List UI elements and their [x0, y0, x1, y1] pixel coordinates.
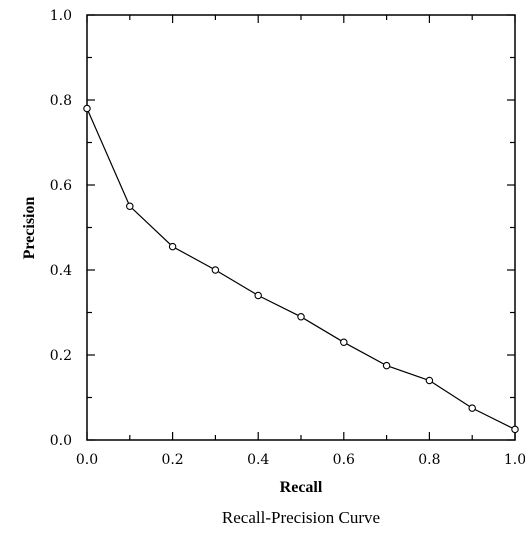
x-tick-label: 0.2 [161, 452, 183, 468]
data-point [168, 242, 177, 251]
x-tick-label: 1.0 [504, 452, 525, 468]
data-point [297, 312, 305, 321]
y-tick-label: 0.0 [50, 433, 72, 449]
y-axis-title: Precision [21, 197, 38, 260]
x-tick-label: 0.4 [247, 452, 269, 468]
data-point [340, 338, 348, 346]
chart-caption: Recall-Precision Curve [222, 508, 380, 527]
x-tick-label: 0.6 [333, 452, 355, 468]
series-line [86, 108, 516, 430]
y-tick-label: 0.4 [50, 263, 72, 279]
data-point [468, 404, 476, 412]
data-point [382, 361, 391, 370]
data-point [425, 376, 434, 385]
x-tick-label: 0.0 [76, 452, 98, 468]
y-tick-label: 0.6 [50, 178, 72, 194]
data-point [211, 266, 220, 274]
markers [83, 104, 519, 434]
y-tick-label: 0.2 [50, 348, 72, 364]
tick-labels: 0.0 0.2 0.4 0.6 0.8 1.0 0.0 0.2 0.4 0.6 0.8 1.0 [50, 8, 525, 468]
y-tick-label: 0.8 [50, 93, 72, 109]
data-point [511, 425, 519, 434]
x-tick-label: 0.8 [418, 452, 440, 468]
x-axis-title: Recall [280, 479, 323, 496]
data-point [83, 104, 91, 113]
y-tick-label: 1.0 [50, 8, 72, 24]
data-point [126, 202, 134, 211]
ticks [86, 14, 516, 441]
data-point [254, 291, 262, 300]
plot-frame [86, 14, 516, 441]
